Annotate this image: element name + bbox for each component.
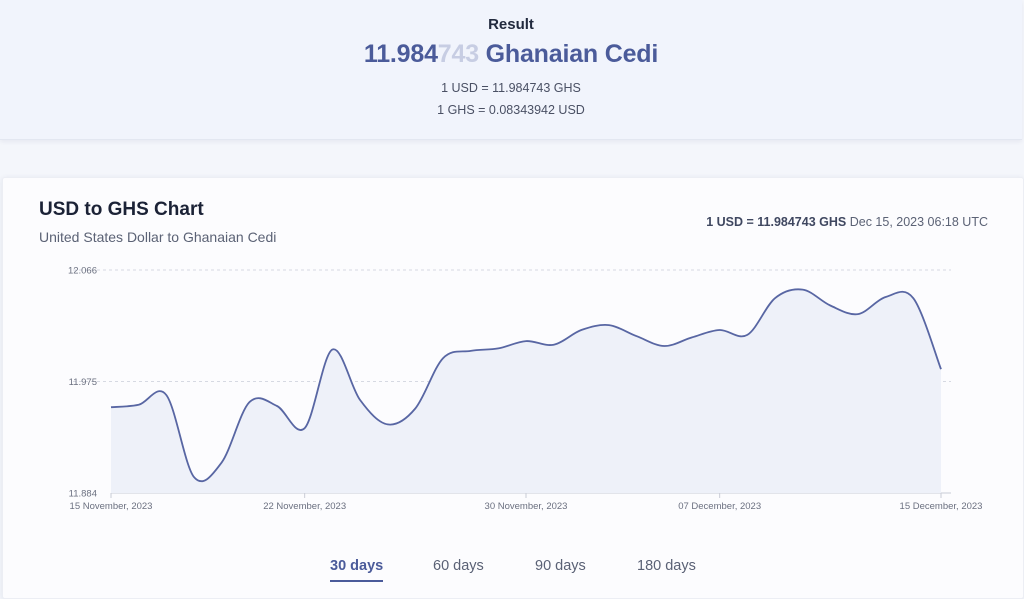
data-point bbox=[137, 403, 141, 407]
data-point bbox=[828, 304, 832, 308]
chart-title: USD to GHS Chart bbox=[39, 199, 204, 220]
data-point bbox=[164, 393, 168, 397]
rate-reverse: 1 GHS = 0.08343942 USD bbox=[437, 103, 585, 117]
data-point bbox=[773, 296, 777, 300]
tab-30-days[interactable]: 30 days bbox=[330, 558, 384, 582]
data-point bbox=[524, 339, 528, 343]
data-point bbox=[552, 343, 556, 347]
result-label: Result bbox=[488, 16, 534, 33]
result-card: Result 11.984743 Ghanaian Cedi 1 USD = 1… bbox=[0, 0, 1022, 140]
data-point bbox=[358, 398, 362, 402]
chart-rate-time: Dec 15, 2023 06:18 UTC bbox=[849, 215, 988, 229]
chart-subtitle: United States Dollar to Ghanaian Cedi bbox=[39, 229, 277, 245]
data-point bbox=[939, 367, 943, 371]
chart-card: USD to GHS Chart United States Dollar to… bbox=[2, 177, 1024, 599]
series-area bbox=[111, 289, 941, 493]
data-point bbox=[635, 334, 639, 338]
data-point bbox=[275, 404, 279, 408]
data-point bbox=[496, 346, 500, 350]
data-point bbox=[718, 328, 722, 332]
y-tick-label: 12.066 bbox=[68, 266, 97, 277]
x-tick-label: 15 December, 2023 bbox=[900, 501, 983, 512]
period-tabs: 30 days 60 days 90 days 180 days bbox=[3, 558, 1023, 598]
data-point bbox=[884, 295, 888, 299]
result-currency-name: Ghanaian Cedi bbox=[485, 40, 659, 68]
data-point bbox=[441, 356, 445, 360]
data-point bbox=[662, 344, 666, 348]
chart-rate-strong: 1 USD = 11.984743 GHS bbox=[706, 215, 847, 229]
data-point bbox=[856, 312, 860, 316]
data-point bbox=[469, 349, 473, 353]
x-tick-label: 30 November, 2023 bbox=[485, 501, 568, 512]
tab-180-days[interactable]: 180 days bbox=[637, 558, 696, 574]
data-point bbox=[690, 335, 694, 339]
x-tick-label: 22 November, 2023 bbox=[263, 501, 346, 512]
result-amount: 11.984743 Ghanaian Cedi bbox=[0, 40, 1022, 69]
data-point bbox=[579, 328, 583, 332]
y-tick-label: 11.884 bbox=[69, 489, 97, 500]
tab-60-days[interactable]: 60 days bbox=[433, 558, 484, 574]
data-point bbox=[607, 323, 611, 327]
data-point bbox=[801, 288, 805, 292]
result-amount-main: 11.984 bbox=[363, 40, 438, 68]
x-tick-label: 07 December, 2023 bbox=[678, 501, 761, 512]
data-point bbox=[386, 422, 390, 426]
tab-90-days[interactable]: 90 days bbox=[535, 558, 586, 574]
y-tick-label: 11.975 bbox=[69, 377, 97, 388]
rate-forward: 1 USD = 11.984743 GHS bbox=[441, 81, 581, 95]
x-tick-label: 15 November, 2023 bbox=[70, 501, 153, 512]
data-point bbox=[303, 426, 307, 430]
data-point bbox=[247, 400, 251, 404]
data-point bbox=[330, 348, 334, 352]
data-point bbox=[911, 296, 915, 300]
chart-current-rate: 1 USD = 11.984743 GHS Dec 15, 2023 06:18… bbox=[706, 215, 988, 229]
series-line bbox=[110, 288, 942, 483]
data-point bbox=[745, 333, 749, 337]
data-point bbox=[413, 406, 417, 410]
data-point bbox=[220, 460, 224, 464]
result-amount-faded: 743 bbox=[437, 40, 479, 68]
data-point bbox=[109, 405, 113, 409]
data-point bbox=[192, 475, 196, 479]
